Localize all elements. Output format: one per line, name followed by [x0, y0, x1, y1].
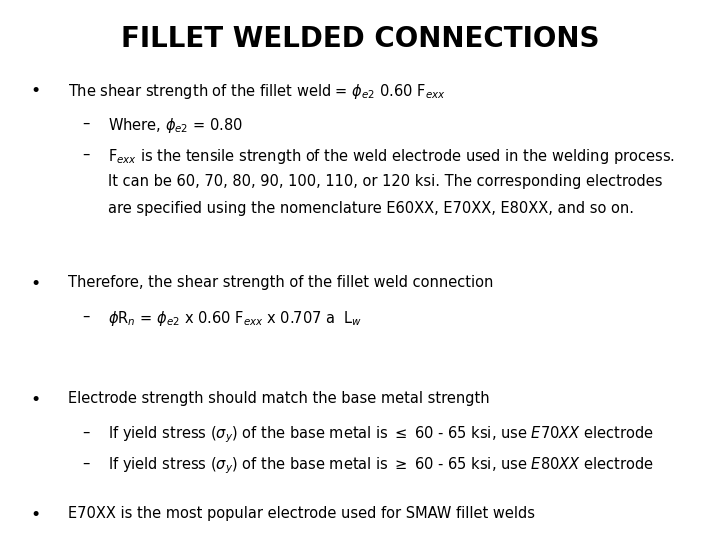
Text: –: – — [82, 456, 89, 471]
Text: •: • — [30, 275, 40, 293]
Text: F$_{exx}$ is the tensile strength of the weld electrode used in the welding proc: F$_{exx}$ is the tensile strength of the… — [108, 147, 675, 166]
Text: $\phi$R$_n$ = $\phi_{e2}$ x 0.60 F$_{exx}$ x 0.707 a  L$_w$: $\phi$R$_n$ = $\phi_{e2}$ x 0.60 F$_{exx… — [108, 309, 362, 328]
Text: –: – — [82, 309, 89, 324]
Text: are specified using the nomenclature E60XX, E70XX, E80XX, and so on.: are specified using the nomenclature E60… — [108, 201, 634, 215]
Text: If yield stress ($\sigma_y$) of the base metal is $\geq$ 60 - 65 ksi, use $\math: If yield stress ($\sigma_y$) of the base… — [108, 456, 654, 476]
Text: Therefore, the shear strength of the fillet weld connection: Therefore, the shear strength of the fil… — [68, 275, 493, 290]
Text: If yield stress ($\sigma_y$) of the base metal is $\leq$ 60 - 65 ksi, use $\math: If yield stress ($\sigma_y$) of the base… — [108, 424, 654, 445]
Text: E70XX is the most popular electrode used for SMAW fillet welds: E70XX is the most popular electrode used… — [68, 506, 535, 521]
Text: It can be 60, 70, 80, 90, 100, 110, or 120 ksi. The corresponding electrodes: It can be 60, 70, 80, 90, 100, 110, or 1… — [108, 174, 662, 190]
Text: •: • — [30, 506, 40, 524]
Text: •: • — [30, 391, 40, 409]
Text: FILLET WELDED CONNECTIONS: FILLET WELDED CONNECTIONS — [121, 25, 599, 53]
Text: Electrode strength should match the base metal strength: Electrode strength should match the base… — [68, 391, 490, 406]
Text: –: – — [82, 116, 89, 131]
Text: –: – — [82, 424, 89, 440]
Text: •: • — [30, 82, 40, 100]
Text: The shear strength of the fillet weld = $\phi_{e2}$ 0.60 F$_{exx}$: The shear strength of the fillet weld = … — [68, 82, 446, 101]
Text: Where, $\phi_{e2}$ = 0.80: Where, $\phi_{e2}$ = 0.80 — [108, 116, 243, 134]
Text: –: – — [82, 147, 89, 162]
